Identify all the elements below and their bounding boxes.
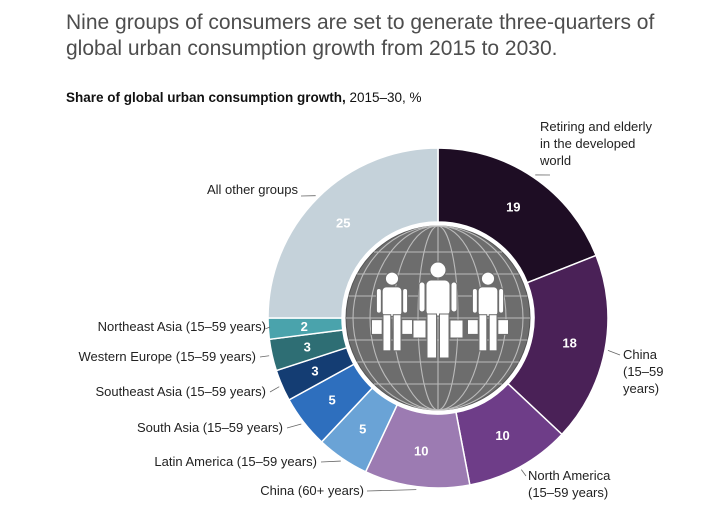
category-label-western-europe-15-59-years: Western Europe (15–59 years) — [78, 349, 256, 364]
category-label-northeast-asia-15-59-years: Northeast Asia (15–59 years) — [98, 319, 266, 334]
globe-with-shoppers-icon — [343, 223, 533, 413]
subtitle-rest: 2015–30, % — [345, 90, 422, 105]
value-label-southeast-asia-15-59-years: 3 — [311, 364, 318, 379]
leader-line-latin-america-15-59-years — [320, 460, 341, 463]
chart-title: Nine groups of consumers are set to gene… — [66, 11, 655, 60]
category-label-retiring-and-elderly-in-the-developed-world: Retiring and elderly in the developed worl… — [539, 119, 653, 168]
value-label-latin-america-15-59-years: 5 — [359, 421, 366, 436]
segment-labels: Retiring and elderly in the developed worl… — [78, 119, 663, 500]
leader-line-western-europe-15-59-years — [259, 355, 270, 358]
segment-all-other-groups — [267, 147, 439, 319]
category-label-china-15-59-years: China (15–59 years) — [623, 347, 663, 396]
value-label-all-other-groups: 25 — [336, 216, 350, 231]
value-label-retiring-and-elderly-in-the-developed-world: 19 — [506, 200, 520, 215]
leader-line-china-60-years — [366, 489, 417, 492]
chart-subtitle: Share of global urban consumption growth… — [66, 90, 422, 105]
leader-line-northeast-asia-15-59-years — [265, 326, 271, 330]
leader-line-south-asia-15-59-years — [286, 423, 302, 429]
leader-line-china-15-59-years — [607, 350, 621, 356]
category-label-latin-america-15-59-years: Latin America (15–59 years) — [154, 454, 317, 469]
value-label-china-15-59-years: 18 — [562, 336, 576, 351]
value-label-northeast-asia-15-59-years: 2 — [301, 319, 308, 334]
value-label-western-europe-15-59-years: 3 — [304, 340, 311, 355]
category-label-south-asia-15-59-years: South Asia (15–59 years) — [137, 420, 283, 435]
value-label-south-asia-15-59-years: 5 — [329, 393, 336, 408]
category-label-southeast-asia-15-59-years: Southeast Asia (15–59 years) — [95, 384, 266, 399]
subtitle-bold: Share of global urban consumption growth… — [66, 90, 346, 105]
leader-line-southeast-asia-15-59-years — [269, 386, 280, 393]
category-label-china-60-years: China (60+ years) — [260, 483, 364, 498]
value-label-china-60-years: 10 — [414, 443, 428, 458]
category-label-north-america-15-59-years: North America (15–59 years) — [528, 468, 611, 500]
value-label-north-america-15-59-years: 10 — [495, 428, 509, 443]
category-label-all-other-groups: All other groups — [207, 182, 299, 197]
leader-line-north-america-15-59-years — [521, 469, 527, 477]
